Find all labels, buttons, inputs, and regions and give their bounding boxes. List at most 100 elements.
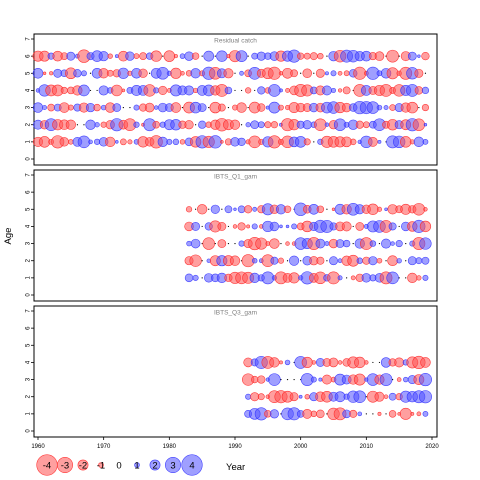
bubble bbox=[221, 208, 223, 210]
bubble bbox=[184, 85, 194, 96]
bubble bbox=[229, 119, 241, 130]
bubble bbox=[98, 85, 109, 96]
bubble bbox=[337, 360, 343, 365]
bubble bbox=[111, 84, 123, 97]
bubble bbox=[418, 390, 432, 404]
bubble bbox=[237, 137, 246, 146]
bubble bbox=[414, 68, 424, 78]
bubble bbox=[172, 138, 180, 146]
bubble bbox=[83, 124, 85, 126]
bubble bbox=[405, 260, 407, 262]
bubble bbox=[389, 104, 396, 111]
legend-swatch bbox=[165, 456, 182, 473]
legend-label: 1 bbox=[134, 461, 139, 472]
bubble bbox=[107, 53, 113, 59]
bubble bbox=[419, 237, 432, 250]
bubble bbox=[322, 85, 332, 96]
bubble bbox=[201, 242, 203, 245]
bubble bbox=[316, 256, 325, 265]
bubble bbox=[372, 361, 374, 364]
y-tick-label: 6 bbox=[26, 54, 32, 58]
bubble bbox=[237, 222, 246, 231]
bubble bbox=[388, 392, 397, 401]
bubble bbox=[396, 258, 402, 264]
bubble bbox=[376, 257, 383, 264]
bubble bbox=[152, 120, 160, 129]
bubble bbox=[214, 55, 216, 57]
bubble bbox=[78, 84, 90, 97]
bubble bbox=[293, 378, 295, 381]
bubble bbox=[240, 89, 243, 92]
bubble bbox=[197, 204, 208, 215]
bubble bbox=[283, 205, 292, 213]
legend: -4 -3 -2 -1 0 1 2 3 4 bbox=[36, 454, 203, 476]
bubble bbox=[269, 409, 279, 419]
bubble bbox=[386, 49, 399, 63]
x-tick-label: 1960 bbox=[31, 444, 45, 450]
legend-label: 0 bbox=[116, 461, 121, 472]
bubble bbox=[247, 106, 249, 109]
bubble bbox=[331, 87, 336, 93]
bubble bbox=[388, 222, 397, 231]
bubble bbox=[201, 55, 203, 57]
bubble bbox=[127, 139, 133, 145]
bubble bbox=[398, 225, 400, 228]
legend-label: -1 bbox=[97, 461, 105, 472]
bubble bbox=[240, 124, 243, 126]
bubble bbox=[277, 257, 285, 264]
bubble bbox=[406, 101, 419, 114]
y-tick-label: 3 bbox=[26, 377, 32, 381]
bubble bbox=[337, 258, 343, 264]
legend-item: 4 bbox=[181, 454, 203, 476]
bubble bbox=[270, 256, 279, 265]
bubble bbox=[356, 257, 363, 264]
bubble bbox=[88, 139, 93, 145]
bubble bbox=[49, 71, 54, 76]
bubble bbox=[421, 256, 430, 265]
bubble bbox=[310, 376, 317, 383]
bubble bbox=[229, 255, 241, 266]
bubble bbox=[223, 68, 234, 79]
y-tick-label: 3 bbox=[26, 241, 32, 245]
bubble bbox=[405, 242, 407, 245]
bubble bbox=[355, 120, 364, 129]
bubble bbox=[133, 53, 140, 59]
bubble bbox=[326, 413, 328, 415]
bubble bbox=[220, 140, 224, 144]
bubble bbox=[289, 255, 300, 266]
bubble bbox=[390, 241, 395, 246]
bubble bbox=[184, 120, 194, 130]
y-axis-label: Age bbox=[3, 228, 14, 245]
bubble bbox=[85, 119, 96, 130]
legend-label: -4 bbox=[43, 461, 51, 472]
bubble bbox=[368, 136, 378, 147]
bubble bbox=[357, 411, 363, 417]
bubble bbox=[342, 239, 351, 248]
bubble bbox=[388, 410, 397, 418]
bubble bbox=[112, 103, 122, 112]
bubble bbox=[279, 360, 283, 365]
bubble bbox=[208, 135, 222, 149]
bubble bbox=[269, 357, 280, 368]
legend-swatch bbox=[98, 462, 104, 468]
bubble bbox=[98, 51, 109, 62]
y-tick-label: 2 bbox=[26, 258, 32, 262]
legend-label: 2 bbox=[152, 461, 157, 472]
bubble bbox=[399, 407, 412, 420]
bubble bbox=[117, 67, 129, 79]
bubble bbox=[385, 413, 387, 415]
bubble bbox=[234, 72, 236, 74]
bubble bbox=[185, 206, 193, 213]
bubble bbox=[65, 119, 76, 130]
panel-frame bbox=[33, 305, 438, 438]
bubble bbox=[386, 271, 399, 285]
bubble bbox=[133, 121, 140, 128]
bubble bbox=[73, 69, 82, 78]
bubble bbox=[158, 85, 168, 95]
bubble bbox=[81, 70, 87, 77]
bubble bbox=[422, 411, 429, 417]
bubble bbox=[331, 207, 336, 211]
bubble bbox=[269, 221, 280, 232]
bubble bbox=[208, 208, 210, 210]
panel-3: IBTS_Q3_gam 0 1 2 3 4 5 6 7 bbox=[26, 305, 438, 438]
